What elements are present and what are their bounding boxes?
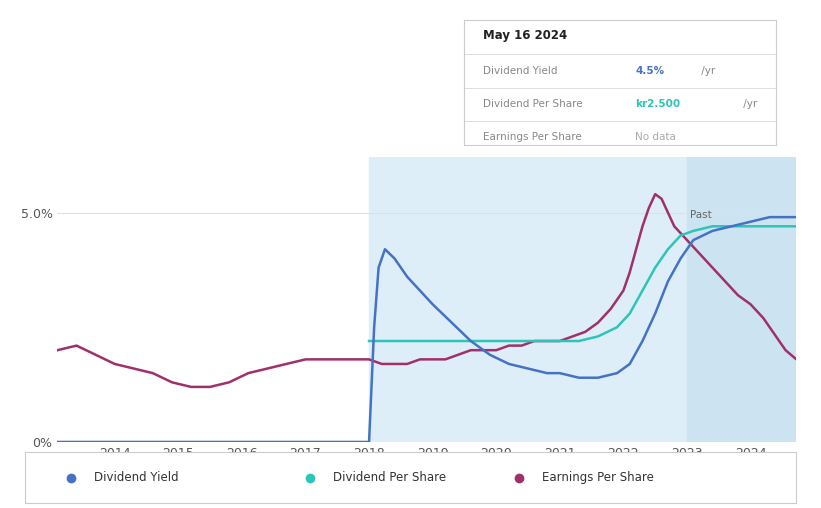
Text: Dividend Per Share: Dividend Per Share xyxy=(483,100,582,109)
Text: No data: No data xyxy=(635,132,677,142)
Text: Earnings Per Share: Earnings Per Share xyxy=(483,132,581,142)
Text: May 16 2024: May 16 2024 xyxy=(483,29,566,42)
Text: Dividend Yield: Dividend Yield xyxy=(483,66,557,76)
Bar xyxy=(369,157,687,442)
Bar xyxy=(687,157,796,442)
Text: /yr: /yr xyxy=(740,100,757,109)
Text: Past: Past xyxy=(690,210,712,220)
Text: /yr: /yr xyxy=(698,66,715,76)
Text: Dividend Per Share: Dividend Per Share xyxy=(333,471,447,484)
Text: Dividend Yield: Dividend Yield xyxy=(94,471,179,484)
Text: Earnings Per Share: Earnings Per Share xyxy=(542,471,654,484)
Text: kr2.500: kr2.500 xyxy=(635,100,681,109)
Text: 4.5%: 4.5% xyxy=(635,66,664,76)
